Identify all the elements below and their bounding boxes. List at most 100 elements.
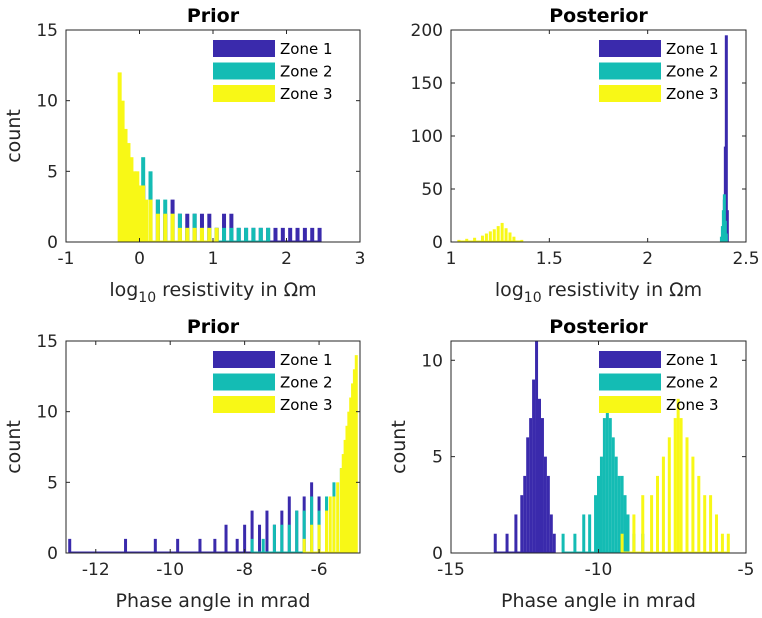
chart-panel-3: -12 -10 -8 -6 0 5 10 15 Prior Phase angle in mrad… — [3, 316, 361, 612]
bar-zone-3 — [504, 228, 508, 242]
x-tick-label: -10 — [585, 560, 613, 580]
chart-title: Prior — [187, 316, 240, 338]
y-tick-label: 10 — [36, 92, 58, 112]
bar-zone-1 — [526, 437, 530, 553]
bar-zone-3 — [620, 533, 624, 553]
bar-zone-3 — [480, 235, 484, 242]
y-tick-label: 5 — [47, 473, 58, 493]
bar-zone-2 — [602, 418, 606, 553]
y-tick-label: 0 — [47, 233, 58, 253]
bar-zone-1 — [243, 524, 247, 553]
bar-zone-3 — [117, 72, 122, 243]
x-tick-label: -5 — [738, 560, 755, 580]
bar-zone-1 — [280, 227, 285, 242]
legend-swatch — [599, 396, 661, 413]
legend-label: Zone 1 — [280, 40, 333, 58]
bar-zone-2 — [605, 398, 609, 553]
x-tick-label: -8 — [236, 560, 253, 580]
legend-swatch — [599, 351, 661, 368]
bar-zone-3 — [465, 238, 469, 242]
bar-zone-3 — [177, 227, 182, 242]
y-tick-label: 50 — [421, 180, 443, 200]
bar-zone-1 — [505, 533, 509, 553]
bar-zone-2 — [722, 194, 726, 242]
bar-zone-2 — [617, 475, 621, 553]
bar-zone-3 — [656, 475, 659, 553]
chart-title: Posterior — [549, 5, 648, 27]
bar-zone-3 — [170, 213, 175, 242]
legend-label: Zone 3 — [666, 85, 719, 103]
bar-zone-1 — [68, 538, 72, 553]
bar-zone-3 — [500, 222, 504, 242]
bar-zone-3 — [484, 233, 488, 242]
bar-zone-3 — [661, 456, 665, 553]
y-tick-label: 10 — [36, 403, 58, 423]
y-axis-label: count — [3, 109, 25, 163]
y-tick-label: 15 — [36, 21, 58, 41]
x-tick-label: -1 — [58, 249, 75, 269]
bar-zone-1 — [725, 210, 729, 242]
bar-zone-3 — [473, 237, 477, 242]
bar-zone-3 — [726, 533, 730, 553]
x-tick-label: 2 — [642, 249, 653, 269]
x-tick-label: -12 — [82, 560, 110, 580]
bar-zone-3 — [703, 495, 707, 553]
bar-zone-1 — [543, 456, 547, 553]
legend-label: Zone 1 — [666, 351, 719, 369]
bar-zone-2 — [724, 233, 728, 242]
y-tick-label: 15 — [36, 332, 58, 352]
y-tick-label: 200 — [411, 21, 443, 41]
bar-zone-1 — [124, 538, 128, 553]
legend-label: Zone 3 — [666, 396, 719, 414]
bar-zone-2 — [236, 227, 241, 242]
x-tick-label: -15 — [437, 560, 465, 580]
bar-zone-3 — [650, 495, 654, 553]
y-tick-label: 150 — [411, 74, 443, 94]
legend-swatch — [213, 351, 275, 368]
bar-zone-3 — [138, 185, 143, 242]
bar-zone-3 — [192, 227, 197, 242]
bar-zone-3 — [135, 171, 140, 242]
legend-swatch — [213, 396, 275, 413]
legend-label: Zone 2 — [666, 63, 719, 81]
bar-zone-1 — [207, 213, 212, 242]
bar-zone-1 — [273, 227, 278, 242]
chart-title: Prior — [187, 5, 240, 27]
bar-zone-3 — [144, 199, 149, 242]
axes-frame — [65, 340, 361, 554]
bar-zone-3 — [325, 510, 329, 553]
bar-zone-1 — [552, 533, 556, 553]
bar-zone-3 — [685, 437, 689, 553]
y-tick-label: 100 — [411, 127, 443, 147]
chart-panel-4: -15 -10 -5 0 5 10 Posterior Phase angle in mrad… — [388, 316, 754, 612]
bar-zone-3 — [207, 227, 212, 242]
bar-zone-3 — [317, 524, 321, 553]
x-tick-label: 2.5 — [732, 249, 759, 269]
bar-zone-1 — [153, 538, 157, 553]
bar-zone-3 — [508, 232, 512, 242]
bar-zone-1 — [229, 213, 234, 242]
bar-zone-1 — [213, 538, 217, 553]
bar-zone-2 — [611, 437, 615, 553]
bar-zone-3 — [339, 468, 343, 553]
bar-zone-2 — [626, 514, 630, 553]
bar-zone-3 — [345, 425, 349, 553]
x-axis-label: Phase angle in mrad — [116, 590, 311, 612]
bar-zone-1 — [258, 524, 262, 553]
bar-zone-3 — [347, 411, 351, 553]
bar-zone-2 — [608, 418, 612, 553]
legend-label: Zone 2 — [280, 374, 333, 392]
x-tick-label: 1.5 — [536, 249, 563, 269]
bar-zone-2 — [620, 475, 624, 553]
bar-zone-3 — [351, 383, 355, 553]
bar-zone-2 — [582, 514, 586, 553]
bar-zone-1 — [538, 398, 541, 553]
bar-zone-2 — [594, 495, 598, 553]
bar-zone-3 — [332, 496, 336, 553]
bar-zone-3 — [341, 454, 345, 553]
chart-title: Posterior — [549, 316, 648, 338]
bar-zone-2 — [561, 533, 565, 553]
legend-swatch — [599, 62, 661, 80]
bar-zone-1 — [288, 227, 293, 242]
